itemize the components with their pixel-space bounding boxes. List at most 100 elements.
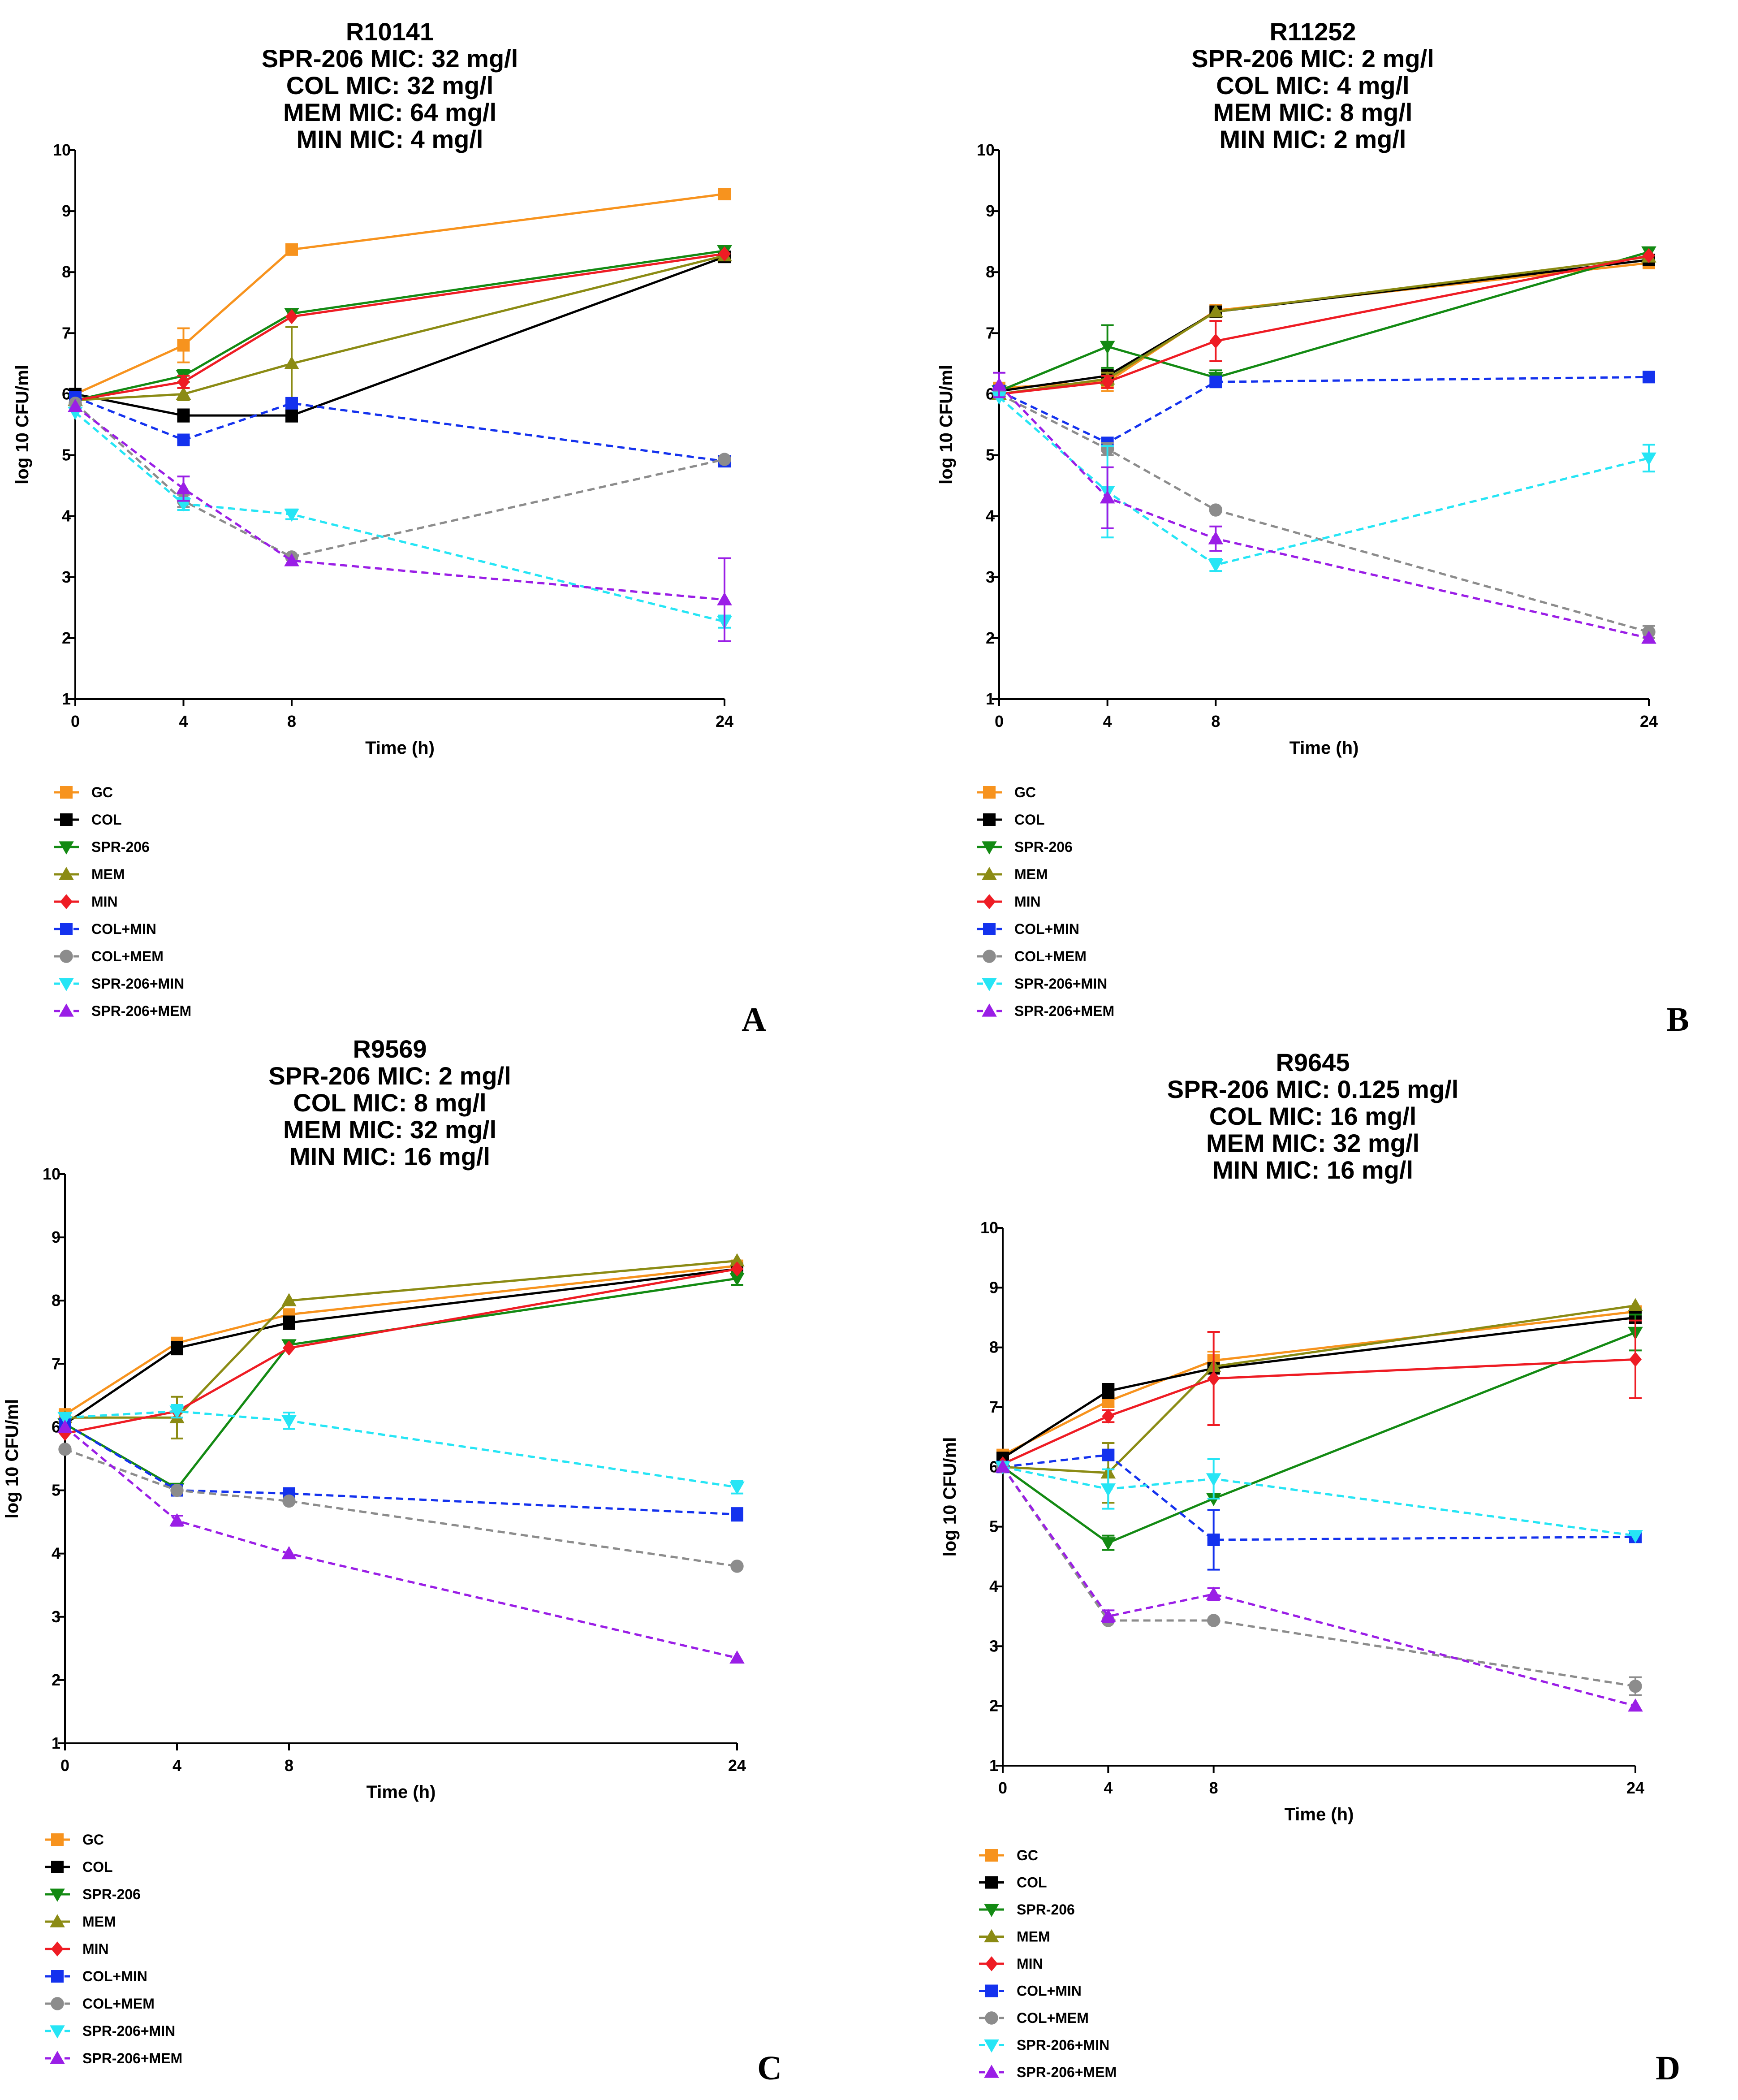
series-line [998, 396, 1649, 566]
series-colmem [996, 1460, 1642, 1696]
y-tick-label: 2 [986, 629, 995, 647]
x-tick-label: 8 [1211, 712, 1220, 730]
legend-label: COL+MIN [91, 921, 156, 937]
series-min [996, 1319, 1642, 1472]
legend-marker [51, 1941, 64, 1957]
series-line [75, 255, 725, 417]
data-point [1102, 1385, 1115, 1397]
y-axis-label: log 10 CFU/ml [940, 1437, 960, 1557]
legend-label: SPR-206+MEM [91, 1003, 191, 1019]
series-sprmem [992, 372, 1656, 644]
data-point [1208, 304, 1224, 318]
x-tick-label: 0 [71, 712, 80, 730]
y-tick-label: 1 [52, 1734, 60, 1752]
series-line [1002, 1304, 1636, 1474]
legend-marker [60, 894, 73, 909]
legend-label: SPR-206+MIN [91, 976, 184, 992]
data-point [284, 553, 299, 566]
series-line [999, 255, 1649, 395]
series-sprmem [57, 1419, 745, 1664]
legend-label: MEM [1017, 1929, 1050, 1945]
series-line [998, 393, 1649, 633]
data-point [177, 339, 190, 352]
y-tick-label: 4 [989, 1577, 998, 1595]
series-line [1001, 1466, 1636, 1707]
strain-id: R9645 [1276, 1048, 1350, 1076]
legend-entry-min: MIN [45, 1941, 109, 1957]
data-point [1643, 371, 1655, 384]
x-tick-label: 24 [716, 712, 733, 730]
legend-label: GC [1017, 1847, 1038, 1863]
data-point [1209, 333, 1222, 349]
legend-marker [50, 2025, 65, 2039]
series-spr [57, 1271, 745, 1496]
legend-entry-sprmin: SPR-206+MIN [977, 976, 1107, 992]
mic-line: SPR-206 MIC: 32 mg/l [262, 44, 518, 73]
mic-line: MIN MIC: 16 mg/l [289, 1142, 490, 1171]
panel-label: C [757, 2049, 782, 2087]
y-tick-label: 2 [52, 1671, 60, 1689]
series-line [74, 405, 725, 601]
data-point [1207, 1614, 1220, 1627]
data-point [1206, 1586, 1221, 1600]
legend-label: COL+MIN [82, 1968, 147, 1984]
y-tick-label: 4 [986, 507, 995, 525]
y-tick-label: 5 [989, 1517, 998, 1536]
mic-line: COL MIC: 8 mg/l [293, 1089, 486, 1117]
legend-marker [51, 1833, 64, 1846]
series-spr [68, 245, 732, 408]
legend-marker [982, 867, 997, 880]
data-point [731, 1261, 743, 1277]
x-tick-label: 0 [60, 1756, 69, 1775]
series-line [1002, 1358, 1636, 1465]
series-line [64, 1426, 737, 1659]
data-point [283, 1340, 295, 1356]
legend-entry-colmem: COL+MEM [54, 948, 164, 964]
x-tick-label: 4 [179, 712, 188, 730]
legend-entry-col: COL [54, 812, 122, 828]
legend-entry-colmin: COL+MIN [45, 1968, 147, 1984]
mic-line: MEM MIC: 8 mg/l [1213, 98, 1413, 126]
series-mem [68, 248, 732, 406]
legend-entry-colmin: COL+MIN [977, 921, 1079, 937]
series-colmem [58, 1443, 744, 1573]
data-point [1100, 1483, 1116, 1497]
x-tick-label: 8 [285, 1756, 293, 1775]
series-line [998, 384, 1649, 640]
legend-label: COL+MIN [1014, 921, 1079, 937]
legend-entry-sprmem: SPR-206+MEM [979, 2064, 1117, 2080]
strain-id: R9569 [353, 1035, 427, 1063]
series-gc [59, 1259, 743, 1421]
y-tick-label: 5 [986, 446, 995, 464]
y-tick-label: 8 [62, 263, 71, 281]
legend-marker [50, 1888, 65, 1902]
data-point [995, 1459, 1010, 1473]
data-point [281, 1546, 297, 1560]
legend-entry-colmin: COL+MIN [54, 921, 156, 937]
series-line [998, 376, 1649, 445]
series-sprmem [68, 398, 732, 642]
data-point [1628, 1698, 1643, 1712]
data-point [281, 1415, 297, 1429]
data-point [284, 508, 299, 522]
y-tick-label: 8 [989, 1338, 998, 1357]
legend-marker [985, 2011, 998, 2025]
y-tick-label: 10 [43, 1165, 60, 1183]
data-point [718, 246, 731, 262]
legend-marker [983, 786, 996, 799]
legend-label: MEM [1014, 866, 1048, 882]
legend-label: COL+MIN [1017, 1983, 1082, 1999]
data-point [718, 188, 731, 200]
series-sprmin [68, 406, 732, 629]
legend: GC COL SPR-206 MEM MIN COL+MIN COL+MEM SPR-206+… [54, 784, 191, 1019]
legend-marker [985, 1984, 998, 1997]
y-tick-label: 7 [62, 324, 71, 342]
data-point [285, 397, 298, 410]
data-point [1628, 1530, 1643, 1543]
data-point [717, 592, 732, 605]
legend-entry-colmem: COL+MEM [979, 2010, 1089, 2026]
data-point [1100, 1537, 1116, 1551]
legend-label: COL [91, 812, 122, 828]
data-point [729, 1253, 745, 1266]
